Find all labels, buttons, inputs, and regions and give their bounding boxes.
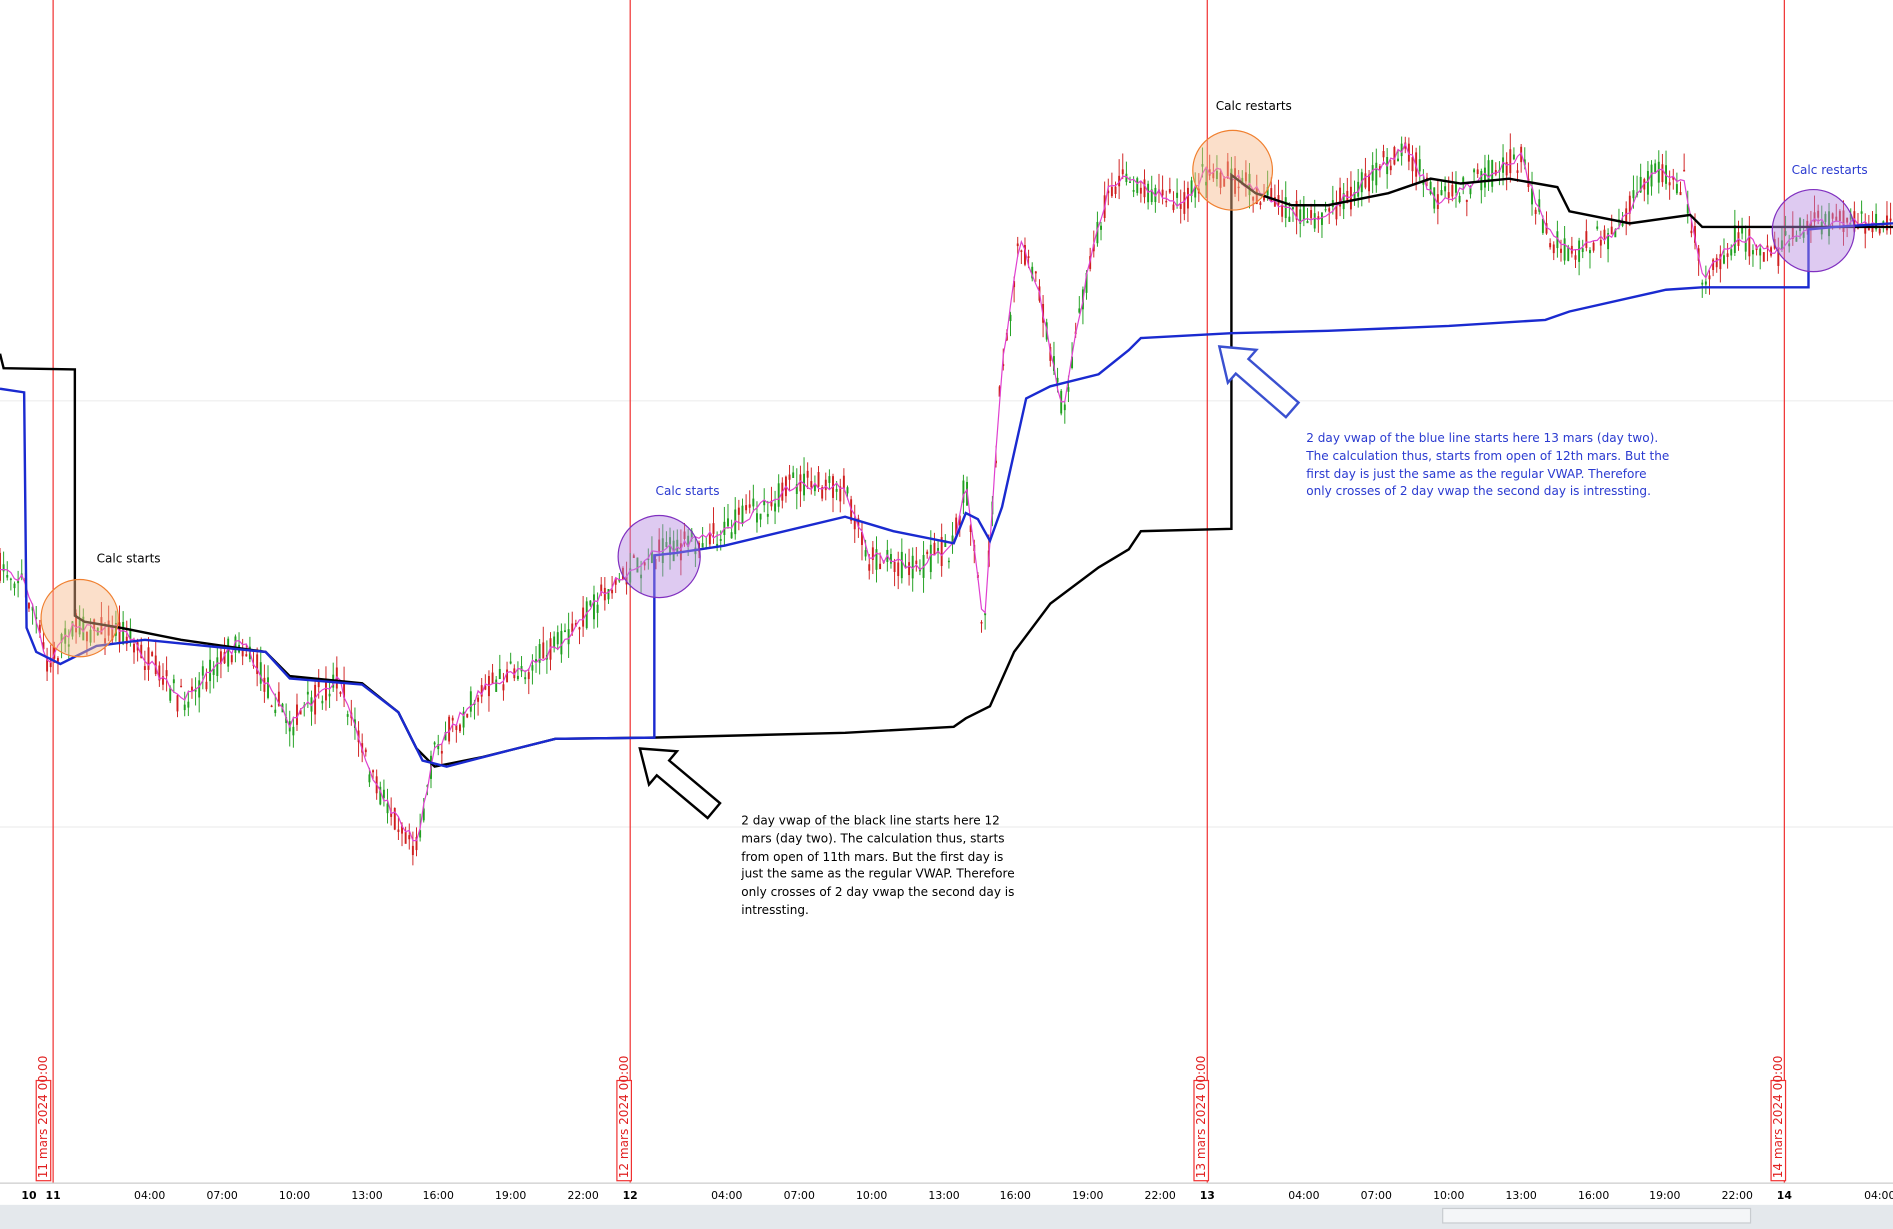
x-tick-label: 04:00 <box>1288 1189 1319 1202</box>
note-line: only crosses of 2 day vwap the second da… <box>741 885 1014 899</box>
x-axis: 10 11 04:00 07:00 10:00 13:00 16:00 19:00 22:00 1… <box>21 1189 1893 1202</box>
annotation: Calc starts <box>656 484 720 498</box>
grid <box>0 400 1893 828</box>
x-tick-label: 07:00 <box>206 1189 237 1202</box>
x-tick-label: 16:00 <box>1578 1189 1609 1202</box>
x-tick-label: 22:00 <box>567 1189 598 1202</box>
x-tick-label: 10:00 <box>279 1189 310 1202</box>
note-line: 2 day vwap of the black line starts here… <box>741 814 1000 828</box>
note-line: from open of 11th mars. But the first da… <box>741 850 1003 864</box>
x-tick-label: 19:00 <box>1649 1189 1680 1202</box>
circle-purple <box>617 514 701 599</box>
x-tick-label: 14 <box>1777 1189 1793 1202</box>
date-box <box>616 1079 633 1182</box>
date-box <box>1770 1079 1787 1182</box>
x-tick-label: 16:00 <box>1000 1189 1031 1202</box>
annotation: Calc restarts <box>1792 163 1868 177</box>
note-line: just the same as the regular VWAP. There… <box>740 867 1014 881</box>
date-markers: 11 mars 2024 00:00 12 mars 2024 00:00 13… <box>35 1056 1787 1182</box>
x-tick-label: 13:00 <box>928 1189 959 1202</box>
date-label: 12 mars 2024 00:00 <box>617 1056 631 1179</box>
note-line: first day is just the same as the regula… <box>1306 467 1646 481</box>
date-label: 14 mars 2024 00:00 <box>1771 1056 1785 1179</box>
date-label: 13 mars 2024 00:00 <box>1194 1056 1208 1179</box>
x-tick-label: 22:00 <box>1145 1189 1176 1202</box>
note-line: 2 day vwap of the blue line starts here … <box>1306 431 1658 445</box>
blue-note: 2 day vwap of the blue line starts here … <box>1305 431 1669 498</box>
highlight-circles <box>40 129 1855 658</box>
black-note: 2 day vwap of the black line starts here… <box>740 814 1014 917</box>
circle-purple <box>1771 188 1855 273</box>
day-separators <box>52 0 1785 1184</box>
x-tick-label: 19:00 <box>1072 1189 1103 1202</box>
x-tick-label: 10:00 <box>1433 1189 1464 1202</box>
annotation: Calc starts <box>97 552 161 566</box>
x-tick-label: 07:00 <box>784 1189 815 1202</box>
note-line: The calculation thus, starts from open o… <box>1305 449 1669 463</box>
x-tick-label: 13:00 <box>351 1189 382 1202</box>
x-tick-label: 10:00 <box>856 1189 887 1202</box>
x-tick-label: 10 <box>21 1189 37 1202</box>
x-tick-label: 12 <box>623 1189 638 1202</box>
annotation: Calc restarts <box>1216 99 1292 113</box>
date-box <box>35 1079 52 1182</box>
x-tick-label: 13:00 <box>1506 1189 1537 1202</box>
circle-orange <box>40 578 119 658</box>
candles <box>0 133 1892 866</box>
blue-vwap <box>0 222 1893 768</box>
note-line: only crosses of 2 day vwap the second da… <box>1306 484 1651 498</box>
arrow-black <box>638 747 722 820</box>
note-line: mars (day two). The calculation thus, st… <box>741 832 1004 846</box>
moving-average <box>0 142 1891 842</box>
arrow-blue <box>1217 345 1301 419</box>
x-tick-label: 04:00 <box>711 1189 742 1202</box>
x-tick-label: 04:00 <box>1864 1189 1893 1202</box>
x-tick-label: 07:00 <box>1361 1189 1392 1202</box>
x-tick-label: 22:00 <box>1722 1189 1753 1202</box>
x-tick-label: 11 <box>46 1189 61 1202</box>
scrollbar-thumb[interactable] <box>1442 1207 1752 1224</box>
x-tick-label: 16:00 <box>423 1189 454 1202</box>
date-label: 11 mars 2024 00:00 <box>36 1056 50 1179</box>
date-box <box>1193 1079 1210 1182</box>
note-line: intressting. <box>741 903 809 917</box>
x-tick-label: 19:00 <box>495 1189 526 1202</box>
x-tick-label: 04:00 <box>134 1189 165 1202</box>
circle-orange <box>1192 129 1274 211</box>
x-tick-label: 13 <box>1200 1189 1215 1202</box>
black-vwap <box>0 172 1893 768</box>
